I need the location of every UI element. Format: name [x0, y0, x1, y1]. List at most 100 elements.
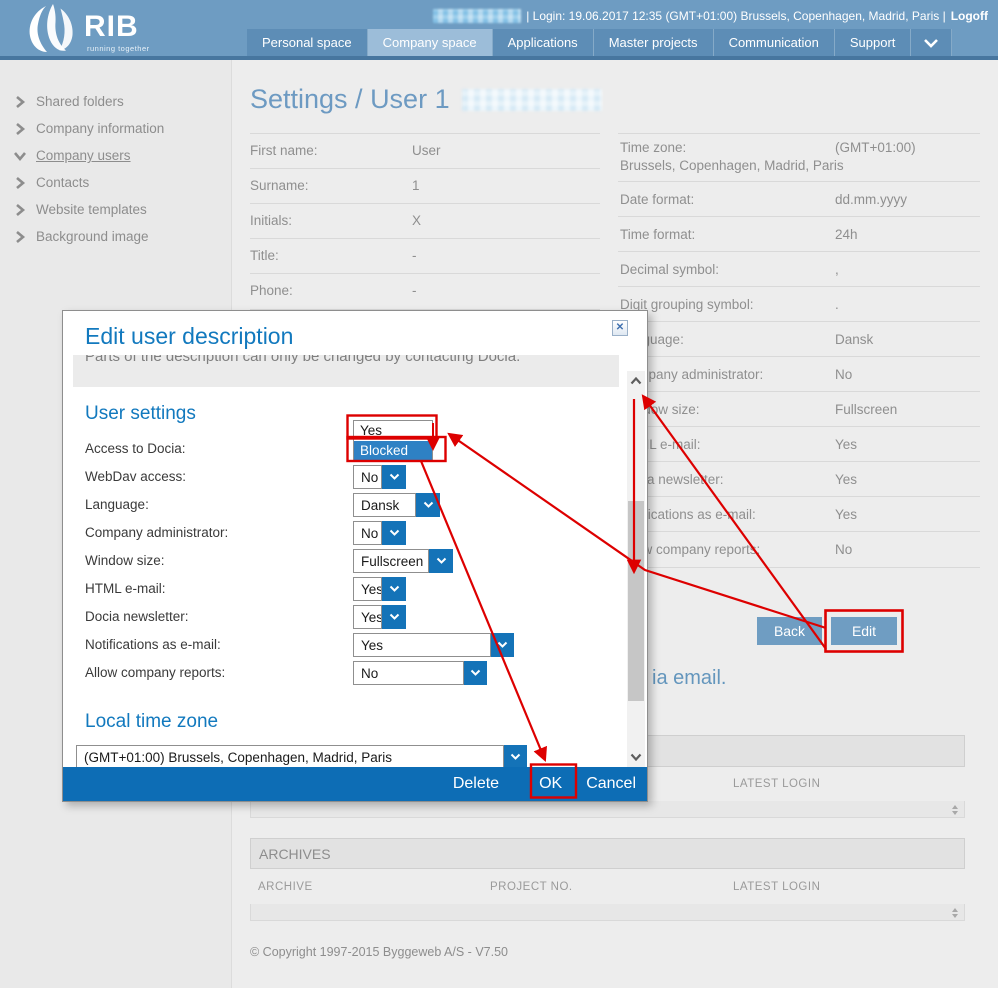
scroll-thumb[interactable]: [628, 501, 644, 701]
sidebar-item-label: Contacts: [36, 175, 90, 190]
field-row-docia-newsletter: Docia newsletter: Yes: [618, 461, 980, 497]
dropdown-value: No: [353, 521, 382, 545]
row-scroll-spinner[interactable]: [948, 906, 961, 919]
edit-button[interactable]: Edit: [831, 617, 897, 645]
html-email-dropdown[interactable]: Yes: [353, 577, 406, 601]
dropdown-value: Yes: [353, 605, 382, 629]
dropdown-option-blocked[interactable]: Blocked: [354, 441, 432, 461]
sidebar-item-contacts[interactable]: Contacts: [0, 169, 231, 196]
field-row-title: Title: -: [250, 238, 600, 274]
dropdown-button[interactable]: [504, 745, 527, 769]
ok-button[interactable]: OK: [539, 775, 563, 792]
sidebar-item-label: Company users: [36, 148, 131, 163]
field-row-date-format: Date format: dd.mm.yyyy: [618, 181, 980, 217]
dropdown-button[interactable]: [429, 549, 453, 573]
chevron-right-icon: [16, 203, 26, 216]
tab-company-space[interactable]: Company space: [367, 29, 493, 56]
docia-newsletter-label: Docia newsletter:: [85, 609, 189, 624]
field-label: First name:: [250, 143, 318, 158]
language-label: Language:: [85, 497, 149, 512]
sidebar-item-shared-folders[interactable]: Shared folders: [0, 88, 231, 115]
tab-personal-space[interactable]: Personal space: [247, 29, 368, 56]
page-title-text: Settings / User 1: [250, 84, 450, 114]
dialog-close-button[interactable]: ✕: [612, 320, 628, 336]
access-to-docia-open-dropdown: Yes Blocked: [353, 420, 433, 462]
field-value: .: [835, 297, 839, 312]
field-row-company-administrator: Company administrator: No: [618, 356, 980, 392]
spinner-up-icon: [951, 907, 958, 912]
archives-table-header-band: ARCHIVES: [250, 838, 965, 869]
field-row-time-zone: Time zone: (GMT+01:00) Brussels, Copenha…: [618, 133, 980, 182]
html-email-label: HTML e-mail:: [85, 581, 166, 596]
delete-button[interactable]: Delete: [452, 775, 500, 792]
sidebar-item-website-templates[interactable]: Website templates: [0, 196, 231, 223]
dialog-scrollbar: [627, 371, 645, 767]
sidebar-item-company-users[interactable]: Company users: [0, 142, 231, 169]
field-row-digit-grouping: Digit grouping symbol: .: [618, 286, 980, 322]
spinner-down-icon: [951, 810, 958, 815]
field-value: dd.mm.yyyy: [835, 192, 908, 207]
chevron-right-icon: [16, 176, 26, 189]
chevron-down-icon: [389, 585, 399, 592]
company-reports-dropdown[interactable]: No: [353, 661, 487, 685]
spinner-up-icon: [951, 804, 958, 809]
sidebar-item-background-image[interactable]: Background image: [0, 223, 231, 250]
dropdown-button[interactable]: [382, 521, 406, 545]
tabs-expand-button[interactable]: [911, 29, 953, 56]
dropdown-button[interactable]: [382, 465, 406, 489]
dropdown-button[interactable]: [491, 633, 514, 657]
logoff-link[interactable]: Logoff: [950, 9, 988, 23]
company-administrator-dropdown[interactable]: No: [353, 521, 406, 545]
dropdown-button[interactable]: [464, 661, 487, 685]
docia-newsletter-dropdown[interactable]: Yes: [353, 605, 406, 629]
field-row-notifications-email: Notifications as e-mail: Yes: [618, 496, 980, 532]
row-scroll-spinner[interactable]: [948, 803, 961, 816]
field-value: User: [412, 143, 441, 158]
sidebar-item-label: Background image: [36, 229, 149, 244]
back-button[interactable]: Back: [757, 617, 822, 645]
notifications-email-label: Notifications as e-mail:: [85, 637, 221, 652]
column-header-latest-login: LATEST LOGIN: [733, 778, 821, 790]
dropdown-button[interactable]: [382, 577, 406, 601]
field-label: Date format:: [620, 192, 695, 207]
cancel-button[interactable]: Cancel: [586, 775, 636, 792]
field-row-decimal-symbol: Decimal symbol: ,: [618, 251, 980, 287]
company-reports-label: Allow company reports:: [85, 665, 226, 680]
dropdown-button[interactable]: [416, 493, 440, 517]
tab-support[interactable]: Support: [834, 29, 912, 56]
tab-communication[interactable]: Communication: [713, 29, 835, 56]
field-value: ,: [835, 262, 839, 277]
field-value: Dansk: [835, 332, 874, 347]
dropdown-option-yes[interactable]: Yes: [360, 423, 383, 438]
field-value: Fullscreen: [835, 402, 898, 417]
dialog-title: Edit user description: [85, 323, 294, 349]
webdav-access-dropdown[interactable]: No: [353, 465, 406, 489]
spinner-down-icon: [951, 913, 958, 918]
field-row-html-email: HTML e-mail: Yes: [618, 426, 980, 462]
sidebar-item-company-information[interactable]: Company information: [0, 115, 231, 142]
dropdown-button[interactable]: [382, 605, 406, 629]
notifications-email-dropdown[interactable]: Yes: [353, 633, 514, 657]
scroll-up-button[interactable]: [627, 371, 645, 391]
local-time-zone-dropdown[interactable]: (GMT+01:00) Brussels, Copenhagen, Madrid…: [76, 745, 527, 769]
tab-applications[interactable]: Applications: [492, 29, 594, 56]
field-row-language: Language: Dansk: [618, 321, 980, 357]
field-label: Time zone:: [620, 140, 687, 155]
tab-master-projects[interactable]: Master projects: [593, 29, 714, 56]
chevron-down-icon: [924, 38, 939, 48]
field-label: Phone:: [250, 283, 293, 298]
field-label: Title:: [250, 248, 279, 263]
dialog-footer: Delete OK Cancel: [63, 767, 647, 801]
rib-logo-icon: [29, 4, 73, 52]
dropdown-value: Fullscreen: [353, 549, 429, 573]
dropdown-value: No: [353, 465, 382, 489]
nav-tabs: Personal space Company space Application…: [247, 29, 953, 56]
user-name-redacted: [433, 9, 522, 23]
scroll-down-button[interactable]: [627, 747, 645, 767]
archives-table-empty-row: [250, 904, 965, 921]
chevron-down-icon: [389, 613, 399, 620]
field-row-time-format: Time format: 24h: [618, 216, 980, 252]
language-dropdown[interactable]: Dansk: [353, 493, 440, 517]
window-size-dropdown[interactable]: Fullscreen: [353, 549, 453, 573]
field-value-line2: Brussels, Copenhagen, Madrid, Paris: [620, 158, 844, 173]
